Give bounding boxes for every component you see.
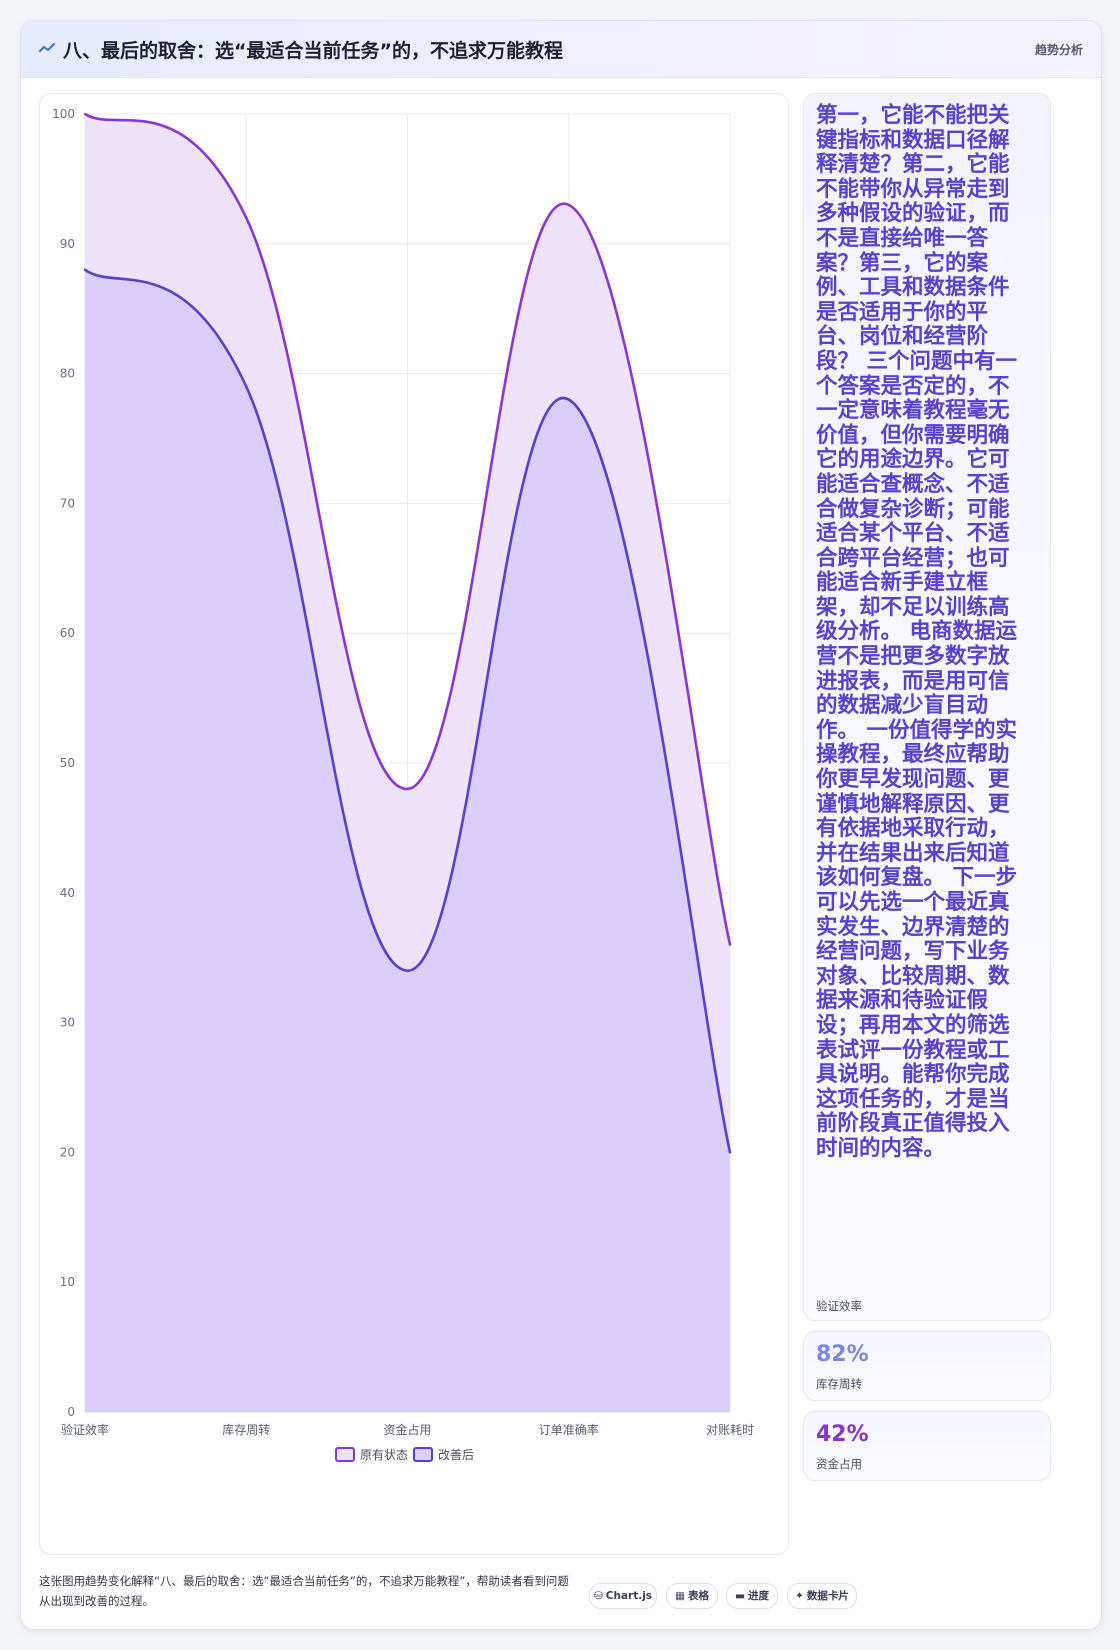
x-tick-label: 对账耗时 — [706, 1423, 754, 1437]
chart-card: 八、最后的取舍：选“最适合当前任务”的，不追求万能教程 趋势分析 0 10 20 30… — [20, 20, 1102, 1630]
stat-label: 库存周转 — [816, 1377, 862, 1391]
data-point — [406, 787, 409, 791]
chip-table[interactable]: ▦ 表格 — [666, 1583, 718, 1609]
stat-value: 42% — [816, 1422, 869, 1447]
y-tick-label: 50 — [60, 756, 75, 770]
stat-card-capital: 42% 资金占用 — [803, 1411, 1051, 1481]
data-point — [83, 112, 87, 116]
y-tick-label: 10 — [60, 1275, 75, 1289]
y-tick-label: 80 — [60, 367, 75, 381]
chip-data-card[interactable]: ✦ 数据卡片 — [787, 1583, 857, 1609]
sparkle-icon: ✦ — [795, 1590, 804, 1602]
chart-caption: 这张图用趋势变化解释“八、最后的取舍：选“最适合当前任务”的，不追求万能教程”，… — [39, 1574, 569, 1608]
data-point — [728, 943, 732, 946]
legend-swatch — [413, 1447, 433, 1462]
data-point — [567, 398, 570, 401]
x-tick-label: 资金占用 — [383, 1422, 431, 1437]
legend-label: 原有状态 — [360, 1448, 408, 1462]
insight-text-card: 第一，它能不能把关键指标和数据口径解释清楚？第二，它能不能带你从异常走到多种假设… — [803, 93, 1051, 1321]
data-point — [406, 969, 409, 972]
y-tick-label: 90 — [60, 237, 75, 251]
insight-text: 第一，它能不能把关键指标和数据口径解释清楚？第二，它能不能带你从异常走到多种假设… — [816, 103, 1017, 1161]
chart-panel: 0 10 20 30 40 50 60 70 80 90 100 验证效率 库存周转 资金占用 订单准确率 对… — [39, 93, 789, 1555]
chart-line-icon — [39, 43, 55, 52]
y-tick-label: 70 — [60, 496, 75, 510]
progress-icon: ▬ — [735, 1590, 745, 1602]
legend-label: 改善后 — [438, 1447, 474, 1462]
card-title: 八、最后的取舍：选“最适合当前任务”的，不追求万能教程 — [63, 40, 563, 62]
stat-card-inventory: 82% 库存周转 — [803, 1331, 1051, 1401]
insight-label: 验证效率 — [816, 1299, 862, 1313]
legend-swatch — [335, 1447, 355, 1462]
y-tick-label: 0 — [67, 1405, 75, 1419]
y-tick-label: 40 — [60, 886, 75, 900]
stat-value: 82% — [816, 1342, 869, 1367]
data-point — [245, 216, 248, 220]
area-chart: 0 10 20 30 40 50 60 70 80 90 100 验证效率 库存周转 资金占用 订单准确率 对… — [52, 107, 754, 1462]
x-tick-label: 验证效率 — [61, 1422, 109, 1437]
data-point — [567, 203, 570, 207]
y-tick-label: 100 — [52, 107, 75, 121]
y-tick-label: 60 — [60, 626, 75, 640]
chip-progress[interactable]: ▬ 进度 — [726, 1583, 778, 1609]
x-tick-label: 库存周转 — [222, 1422, 270, 1437]
data-point — [245, 385, 248, 388]
y-tick-label: 20 — [60, 1145, 75, 1159]
data-point — [83, 268, 87, 271]
card-tag: 趋势分析 — [1034, 43, 1083, 57]
card-header: 八、最后的取舍：选“最适合当前任务”的，不追求万能教程 趋势分析 — [21, 21, 1101, 78]
chip-chartjs[interactable]: ⛁ Chart.js — [589, 1583, 657, 1609]
database-icon: ⛁ — [593, 1590, 603, 1602]
stat-label: 资金占用 — [816, 1457, 862, 1471]
y-tick-label: 30 — [60, 1016, 75, 1030]
data-point — [728, 1151, 732, 1154]
x-tick-label: 订单准确率 — [539, 1422, 599, 1437]
series-area-1 — [85, 269, 730, 1412]
table-icon: ▦ — [675, 1590, 685, 1602]
